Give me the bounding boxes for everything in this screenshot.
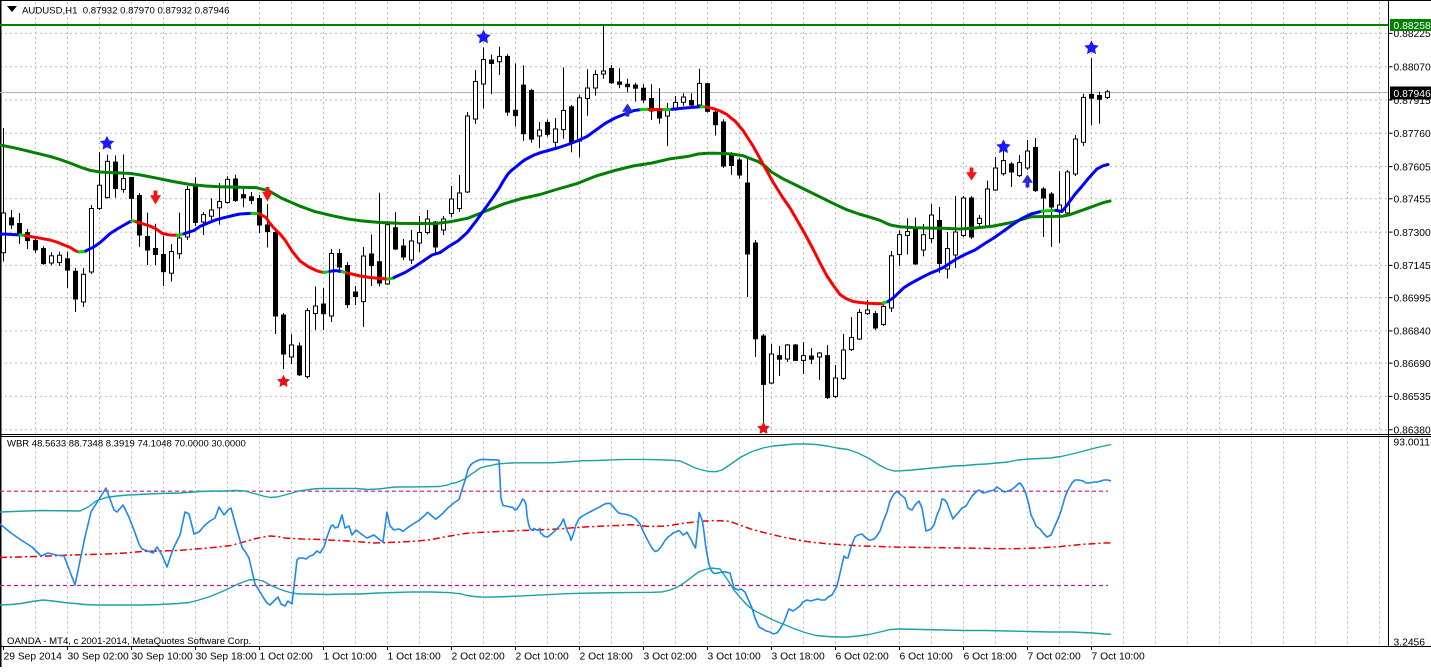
svg-text:3 Oct 10:00: 3 Oct 10:00 bbox=[708, 652, 762, 663]
svg-text:7 Oct 02:00: 7 Oct 02:00 bbox=[1028, 652, 1082, 663]
svg-text:2 Oct 18:00: 2 Oct 18:00 bbox=[580, 652, 634, 663]
svg-text:2 Oct 02:00: 2 Oct 02:00 bbox=[452, 652, 506, 663]
svg-text:0.86690: 0.86690 bbox=[1394, 359, 1431, 370]
svg-text:29 Sep 2014: 29 Sep 2014 bbox=[4, 652, 63, 663]
svg-text:0.86380: 0.86380 bbox=[1394, 426, 1431, 437]
svg-text:0.87145: 0.87145 bbox=[1394, 261, 1431, 272]
svg-text:0.87455: 0.87455 bbox=[1394, 195, 1431, 206]
svg-text:30 Sep 02:00: 30 Sep 02:00 bbox=[68, 652, 130, 663]
svg-text:0.88225: 0.88225 bbox=[1394, 29, 1431, 40]
svg-text:30 Sep 10:00: 30 Sep 10:00 bbox=[132, 652, 194, 663]
svg-text:0.87946: 0.87946 bbox=[1394, 89, 1431, 100]
svg-text:1 Oct 02:00: 1 Oct 02:00 bbox=[260, 652, 314, 663]
svg-text:6 Oct 10:00: 6 Oct 10:00 bbox=[900, 652, 954, 663]
svg-text:1 Oct 10:00: 1 Oct 10:00 bbox=[324, 652, 378, 663]
svg-text:6 Oct 18:00: 6 Oct 18:00 bbox=[964, 652, 1018, 663]
svg-text:0.87760: 0.87760 bbox=[1394, 129, 1431, 140]
svg-text:7 Oct 10:00: 7 Oct 10:00 bbox=[1092, 652, 1146, 663]
svg-text:0.87605: 0.87605 bbox=[1394, 162, 1431, 173]
svg-text:1 Oct 18:00: 1 Oct 18:00 bbox=[388, 652, 442, 663]
svg-text:WBR 48.5633 88.7348 8.3919 74.: WBR 48.5633 88.7348 8.3919 74.1048 70.00… bbox=[7, 439, 246, 450]
svg-text:6 Oct 02:00: 6 Oct 02:00 bbox=[836, 652, 890, 663]
svg-text:2 Oct 10:00: 2 Oct 10:00 bbox=[516, 652, 570, 663]
svg-text:0.87300: 0.87300 bbox=[1394, 228, 1431, 239]
svg-text:OANDA - MT4, c 2001-2014, Meta: OANDA - MT4, c 2001-2014, MetaQuotes Sof… bbox=[7, 636, 251, 647]
svg-text:3.2456: 3.2456 bbox=[1394, 638, 1426, 649]
svg-text:0.88258: 0.88258 bbox=[1394, 21, 1431, 32]
svg-text:93.0011: 93.0011 bbox=[1394, 438, 1431, 449]
svg-text:0.87915: 0.87915 bbox=[1394, 96, 1431, 107]
svg-text:30 Sep 18:00: 30 Sep 18:00 bbox=[196, 652, 258, 663]
svg-text:0.88070: 0.88070 bbox=[1394, 63, 1431, 74]
svg-text:AUDUSD,H1 0.87932 0.87970 0.8: AUDUSD,H1 0.87932 0.87970 0.87932 0.8794… bbox=[22, 6, 229, 17]
svg-text:0.86995: 0.86995 bbox=[1394, 293, 1431, 304]
svg-text:0.86840: 0.86840 bbox=[1394, 327, 1431, 338]
svg-text:3 Oct 02:00: 3 Oct 02:00 bbox=[644, 652, 698, 663]
svg-text:0.86535: 0.86535 bbox=[1394, 392, 1431, 403]
svg-text:3 Oct 18:00: 3 Oct 18:00 bbox=[772, 652, 826, 663]
